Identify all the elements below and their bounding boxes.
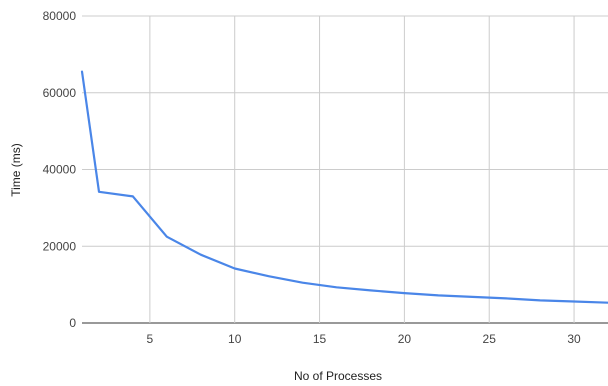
- x-tick-label: 5: [147, 332, 154, 346]
- x-tick-label: 30: [567, 332, 581, 346]
- series-line: [80, 70, 608, 304]
- series-group: [80, 70, 608, 304]
- x-tick-label: 10: [228, 332, 242, 346]
- y-tick-labels: 0 20000 40000 60000 80000: [43, 9, 77, 330]
- y-tick-label: 60000: [43, 86, 77, 100]
- x-tick-label: 20: [398, 332, 412, 346]
- y-axis-title: Time (ms): [9, 143, 23, 197]
- y-tick-label: 20000: [43, 239, 77, 253]
- x-tick-label: 15: [313, 332, 327, 346]
- x-tick-labels: 5 10 15 20 25 30: [147, 332, 582, 346]
- y-tick-label: 40000: [43, 163, 77, 177]
- x-tick-label: 25: [483, 332, 497, 346]
- y-tick-label: 80000: [43, 9, 77, 23]
- x-axis-title: No of Processes: [294, 369, 382, 383]
- grid-lines: [82, 15, 608, 324]
- y-tick-label: 0: [69, 316, 76, 330]
